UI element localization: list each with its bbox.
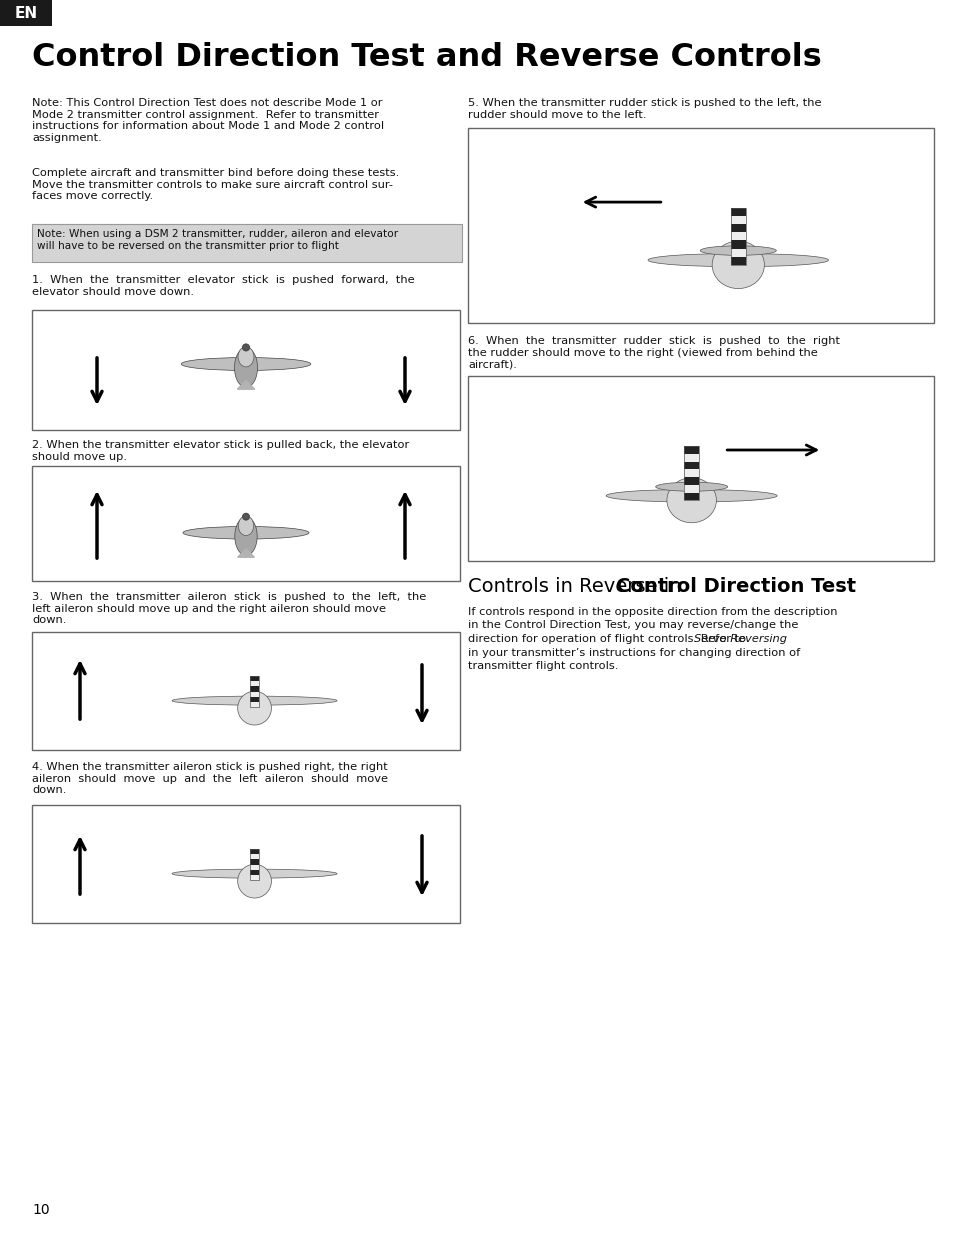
Text: Control Direction Test: Control Direction Test <box>616 577 855 597</box>
Ellipse shape <box>234 517 257 556</box>
Ellipse shape <box>183 526 309 538</box>
Bar <box>730 248 745 257</box>
Bar <box>250 692 259 697</box>
Bar <box>250 676 259 682</box>
Bar <box>250 869 259 876</box>
Bar <box>683 446 699 500</box>
Text: 10: 10 <box>32 1203 50 1216</box>
Bar <box>32 310 459 430</box>
Ellipse shape <box>238 347 253 367</box>
Bar <box>730 207 745 264</box>
Text: Note: When using a DSM 2 transmitter, rudder, aileron and elevator
will have to : Note: When using a DSM 2 transmitter, ru… <box>37 228 397 251</box>
Bar <box>32 466 459 580</box>
Ellipse shape <box>237 864 272 898</box>
Bar <box>468 128 933 324</box>
Ellipse shape <box>172 697 336 705</box>
Bar <box>250 860 259 864</box>
Bar <box>730 257 745 264</box>
Bar <box>32 224 461 262</box>
Ellipse shape <box>234 348 257 388</box>
Ellipse shape <box>172 869 336 878</box>
Bar <box>0 0 52 26</box>
Bar <box>730 232 745 241</box>
Ellipse shape <box>711 241 763 289</box>
Text: 2. When the transmitter elevator stick is pulled back, the elevator
should move : 2. When the transmitter elevator stick i… <box>32 440 409 462</box>
Text: 4. When the transmitter aileron stick is pushed right, the right
aileron  should: 4. When the transmitter aileron stick is… <box>32 762 388 795</box>
Ellipse shape <box>666 478 716 522</box>
Ellipse shape <box>238 516 253 536</box>
Ellipse shape <box>700 246 776 256</box>
Text: Controls in Reverse in: Controls in Reverse in <box>468 577 687 597</box>
Bar <box>683 469 699 477</box>
Text: Note: This Control Direction Test does not describe Mode 1 or
Mode 2 transmitter: Note: This Control Direction Test does n… <box>32 98 384 143</box>
Bar <box>32 805 459 923</box>
Bar <box>468 375 933 561</box>
Ellipse shape <box>605 489 777 503</box>
Text: Complete aircraft and transmitter bind before doing these tests.
Move the transm: Complete aircraft and transmitter bind b… <box>32 168 399 201</box>
Ellipse shape <box>647 253 827 267</box>
Text: If controls respond in the opposite direction from the description: If controls respond in the opposite dire… <box>468 606 837 618</box>
Bar <box>250 848 259 881</box>
Bar <box>683 446 699 454</box>
Text: transmitter flight controls.: transmitter flight controls. <box>468 661 618 671</box>
Bar <box>250 855 259 860</box>
Ellipse shape <box>237 692 272 725</box>
Text: Servo Reversing: Servo Reversing <box>693 634 786 643</box>
Ellipse shape <box>655 482 727 492</box>
Bar <box>250 676 259 708</box>
Text: EN: EN <box>14 5 37 21</box>
Bar <box>32 632 459 750</box>
Bar <box>683 454 699 462</box>
Bar <box>250 848 259 855</box>
Bar <box>683 462 699 469</box>
Ellipse shape <box>242 343 250 351</box>
Text: in the Control Direction Test, you may reverse/change the: in the Control Direction Test, you may r… <box>468 620 798 631</box>
Text: in your transmitter’s instructions for changing direction of: in your transmitter’s instructions for c… <box>468 647 800 657</box>
Bar <box>250 687 259 692</box>
Text: 1.  When  the  transmitter  elevator  stick  is  pushed  forward,  the
elevator : 1. When the transmitter elevator stick i… <box>32 275 415 296</box>
Text: Control Direction Test and Reverse Controls: Control Direction Test and Reverse Contr… <box>32 42 821 73</box>
Bar <box>250 682 259 687</box>
Bar <box>250 697 259 703</box>
Text: 6.  When  the  transmitter  rudder  stick  is  pushed  to  the  right
the rudder: 6. When the transmitter rudder stick is … <box>468 336 840 369</box>
Bar <box>730 224 745 232</box>
Bar <box>250 876 259 881</box>
Text: direction for operation of flight controls. Refer to: direction for operation of flight contro… <box>468 634 749 643</box>
Bar <box>250 703 259 708</box>
Bar <box>730 241 745 248</box>
Bar <box>683 477 699 485</box>
Bar <box>730 207 745 216</box>
Bar <box>683 493 699 500</box>
Ellipse shape <box>181 357 311 370</box>
Polygon shape <box>237 548 254 557</box>
Bar <box>250 864 259 869</box>
Text: 5. When the transmitter rudder stick is pushed to the left, the
rudder should mo: 5. When the transmitter rudder stick is … <box>468 98 821 120</box>
Text: 3.  When  the  transmitter  aileron  stick  is  pushed  to  the  left,  the
left: 3. When the transmitter aileron stick is… <box>32 592 426 625</box>
Bar <box>730 216 745 224</box>
Bar <box>683 485 699 493</box>
Polygon shape <box>237 380 254 389</box>
Ellipse shape <box>242 514 250 520</box>
